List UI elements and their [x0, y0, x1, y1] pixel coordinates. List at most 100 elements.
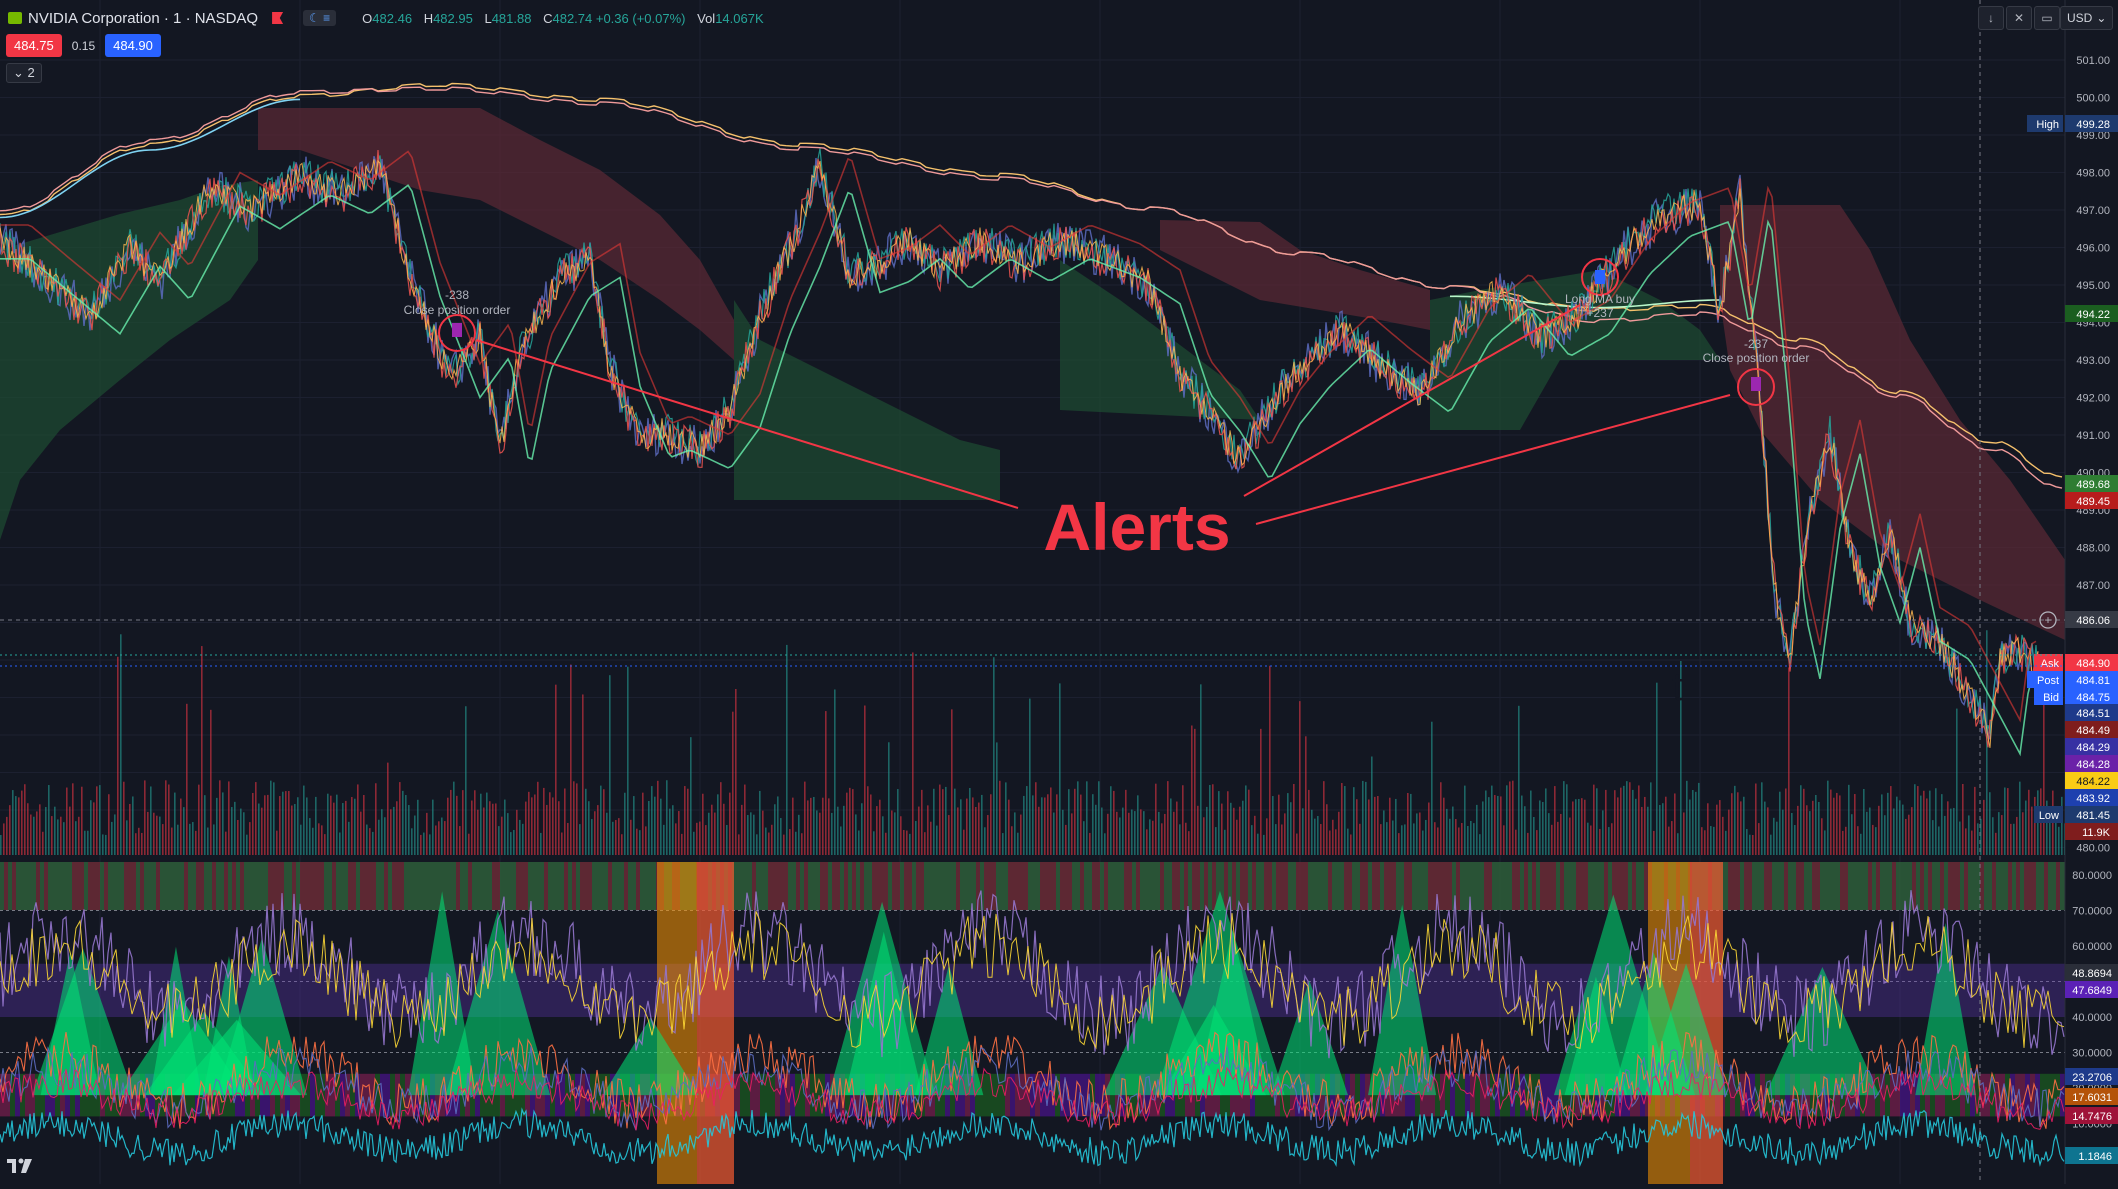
- osc-badge: [2065, 1147, 2118, 1164]
- stray-glyph: t: [1672, 665, 1683, 709]
- add-alert-icon[interactable]: [2039, 611, 2057, 629]
- osc-tick-label: 80.0000: [2072, 870, 2112, 882]
- price-badge: [2065, 305, 2118, 322]
- osc-tick-label: 70.0000: [2072, 906, 2112, 918]
- price-badge-label: High: [2036, 119, 2059, 131]
- price-tick-label: 498.00: [2076, 168, 2110, 180]
- price-badge: [2065, 611, 2118, 628]
- arrow-down-icon: ↓: [1988, 11, 1994, 25]
- price-badge-value: 484.81: [2076, 675, 2110, 687]
- price-tick-label: 480.00: [2076, 843, 2110, 855]
- price-badge-tag: [2034, 654, 2063, 671]
- session-toggle[interactable]: ☾ ≡: [303, 10, 337, 26]
- price-tick-label: 492.00: [2076, 393, 2110, 405]
- price-badge-value: 484.29: [2076, 742, 2110, 754]
- osc-tick-label: 60.0000: [2072, 941, 2112, 953]
- flag-icon[interactable]: [272, 12, 284, 24]
- osc-badge: [2065, 1107, 2118, 1124]
- price-badge-value: 484.90: [2076, 658, 2110, 670]
- chevron-down-icon: ⌄: [2096, 11, 2107, 25]
- restore-button[interactable]: ▭: [2034, 6, 2060, 30]
- buy-order-text: Long MA buy: [1565, 292, 1635, 306]
- osc-badge-value: 14.7476: [2072, 1111, 2112, 1123]
- price-badge: [2065, 789, 2118, 806]
- oscillator-axis[interactable]: 80.000070.000060.000050.000040.000030.00…: [2065, 870, 2118, 1164]
- osc-badge-value: 17.6031: [2072, 1092, 2112, 1104]
- osc-tick-label: 30.0000: [2072, 1048, 2112, 1060]
- price-badge-value: 484.22: [2076, 776, 2110, 788]
- price-badge: [2065, 772, 2118, 789]
- price-badge-value: 494.22: [2076, 309, 2110, 321]
- price-tick-label: 495.00: [2076, 280, 2110, 292]
- price-badge-value: 499.28: [2076, 119, 2110, 131]
- price-badge-tag: [2034, 806, 2063, 823]
- svg-text:+: +: [2044, 613, 2051, 627]
- buy-button[interactable]: 484.90: [105, 34, 161, 57]
- price-badge: [2065, 492, 2118, 509]
- price-badge: [2065, 755, 2118, 772]
- price-badge-value: 484.51: [2076, 708, 2110, 720]
- price-badge-value: 489.68: [2076, 479, 2110, 491]
- osc-tick-label: 40.0000: [2072, 1012, 2112, 1024]
- quick-trade-bar: 484.75 0.15 484.90: [6, 34, 161, 57]
- chart-header: NVIDIA Corporation · 1 · NASDAQ ☾ ≡ O482…: [0, 0, 772, 36]
- price-badge: [2065, 654, 2118, 671]
- price-lines: [0, 82, 2063, 757]
- price-badge-tag: [2027, 671, 2063, 688]
- symbol-icon: [8, 12, 22, 24]
- volume-bars: [0, 630, 2066, 855]
- buy-order-qty: +237: [1586, 306, 1613, 320]
- price-badge: [2065, 671, 2118, 688]
- osc-badge: [2065, 1068, 2118, 1085]
- tradingview-logo-icon[interactable]: [6, 1154, 36, 1176]
- price-badge-value: 484.75: [2076, 692, 2110, 704]
- price-badge-label: Ask: [2041, 658, 2060, 670]
- collapse-button[interactable]: ✕: [2006, 6, 2032, 30]
- price-badge-value: 484.49: [2076, 725, 2110, 737]
- price-badge: [2065, 823, 2118, 840]
- price-badge: [2065, 806, 2118, 823]
- collapse-icon: ✕: [2013, 11, 2025, 25]
- alerts-label: Alerts: [1043, 490, 1230, 564]
- price-badge: [2065, 115, 2118, 132]
- price-badge-value: 11.9K: [2082, 827, 2111, 839]
- close-order-1-text: Close position order: [404, 303, 511, 317]
- price-badge-value: 484.28: [2076, 759, 2110, 771]
- price-badge: [2065, 704, 2118, 721]
- restore-icon: ▭: [2041, 11, 2053, 25]
- alert-annotations: Alerts -238 Close position order -237 Cl…: [404, 258, 1810, 709]
- price-tick-label: 491.00: [2076, 430, 2110, 442]
- price-badge-value: 483.92: [2076, 793, 2110, 805]
- price-tick-label: 493.00: [2076, 355, 2110, 367]
- price-tick-label: 501.00: [2076, 55, 2110, 67]
- price-badge-value: 489.45: [2076, 496, 2110, 508]
- indicator-collapse-button[interactable]: ⌄ 2: [6, 63, 42, 83]
- price-tick-label: 497.00: [2076, 205, 2110, 217]
- chevron-down-icon: ⌄: [13, 65, 24, 80]
- price-badge-value: 481.45: [2076, 810, 2110, 822]
- price-badge-label: Post: [2037, 675, 2059, 687]
- sell-button[interactable]: 484.75: [6, 34, 62, 57]
- price-badge-label: Bid: [2043, 692, 2059, 704]
- price-badge-tag: [2027, 115, 2063, 132]
- close-order-1-qty: -238: [445, 288, 469, 302]
- price-tick-label: 499.00: [2076, 130, 2110, 142]
- currency-select[interactable]: USD ⌄: [2060, 6, 2114, 30]
- oscillator-lines: [0, 890, 2065, 1168]
- osc-badge-value: 1.1846: [2078, 1151, 2112, 1163]
- ohlc-legend: O482.46 H482.95 L481.88 C482.74 +0.36 (+…: [362, 10, 764, 26]
- price-tick-label: 500.00: [2076, 93, 2110, 105]
- symbol-title[interactable]: NVIDIA Corporation · 1 · NASDAQ: [28, 9, 259, 27]
- close-order-2-text: Close position order: [1703, 351, 1810, 365]
- price-badge: [2065, 721, 2118, 738]
- price-badge: [2065, 475, 2118, 492]
- osc-badge-value: 47.6849: [2072, 985, 2112, 997]
- osc-badge: [2065, 964, 2118, 981]
- price-tick-label: 487.00: [2076, 580, 2110, 592]
- scroll-down-button[interactable]: ↓: [1978, 6, 2004, 30]
- price-tick-label: 496.00: [2076, 243, 2110, 255]
- price-badge: [2065, 738, 2118, 755]
- close-order-2-qty: -237: [1744, 337, 1768, 351]
